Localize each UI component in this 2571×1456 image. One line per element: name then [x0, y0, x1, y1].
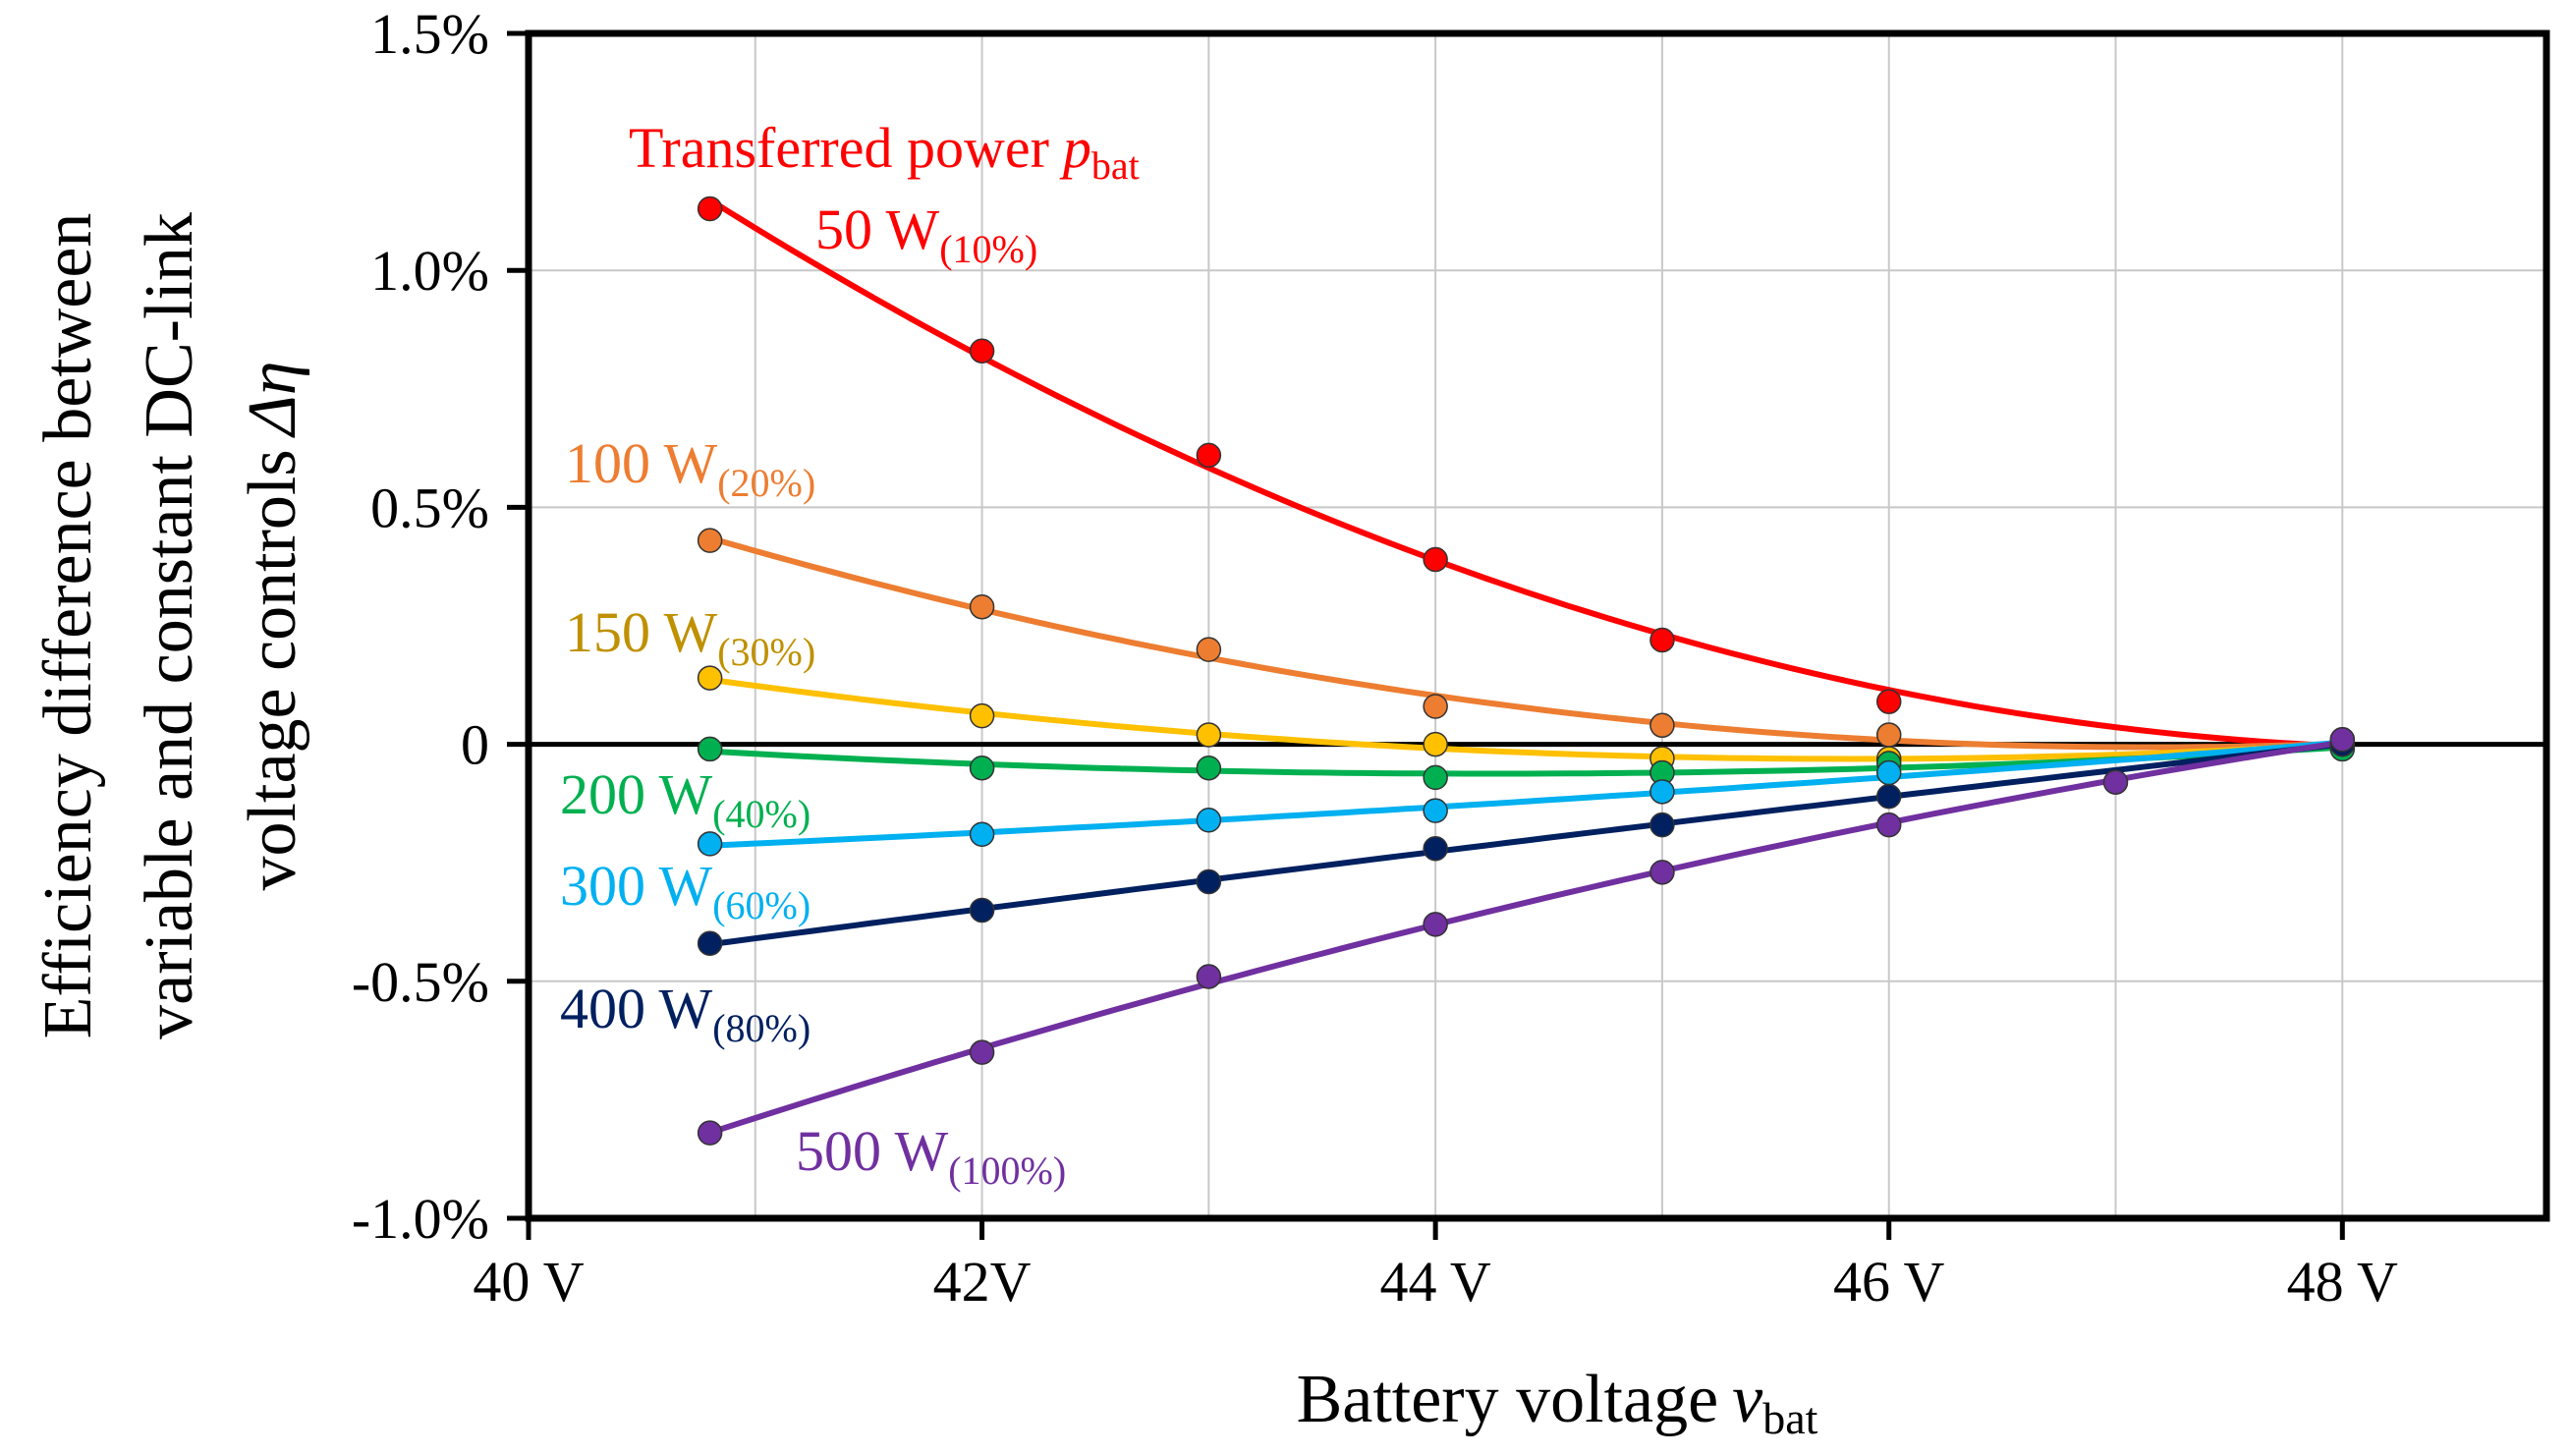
y-tick-label: 1.5%	[370, 2, 489, 66]
data-point	[1423, 694, 1448, 719]
data-point	[969, 593, 995, 620]
data-point	[1423, 912, 1448, 937]
annotation-text: Transferred power	[629, 116, 1049, 180]
y-axis-title-line1: Efficiency difference between	[30, 213, 106, 1039]
x-tick-label: 48 V	[2287, 1250, 2398, 1314]
data-point	[697, 831, 723, 857]
grid-lines	[529, 33, 2546, 1218]
data-point	[969, 702, 995, 729]
plot-frame	[525, 29, 2550, 1222]
x-tick-label: 46 V	[1833, 1250, 1944, 1314]
x-tick-label: 42V	[933, 1250, 1032, 1314]
data-point	[697, 196, 723, 222]
data-point	[1196, 722, 1222, 748]
series-label-power: 50 W	[815, 197, 939, 261]
series-line-50W	[708, 197, 2343, 750]
x-axis-title-text: Battery voltage	[1297, 1362, 1719, 1437]
axis-ticks: 40 V 42V 44 V 46 V 48 V 1.5% 1.0% 0.5% 0 -0.5% -1.…	[352, 2, 2398, 1314]
data-point	[1423, 835, 1448, 862]
series-label-power: 300 W	[560, 854, 712, 918]
data-point	[1875, 722, 1902, 748]
series-label-percent: (100%)	[948, 1148, 1066, 1193]
series-label-400W: 400 W(80%)	[560, 977, 810, 1050]
data-point	[697, 665, 723, 691]
data-point	[1196, 442, 1222, 469]
data-point	[969, 338, 995, 364]
annotation-transferred-power: Transferred power pbat	[629, 116, 1140, 188]
data-point	[1423, 546, 1448, 573]
y-axis-title-symbol: Δη	[235, 362, 310, 439]
data-point	[1196, 808, 1222, 833]
data-point	[1423, 764, 1448, 791]
series-label-percent: (20%)	[717, 461, 815, 505]
series-line-100W	[708, 534, 2343, 751]
data-point	[969, 821, 995, 848]
series-label-power: 500 W	[796, 1119, 948, 1183]
data-point	[1875, 759, 1902, 786]
series-label-power: 150 W	[565, 600, 717, 664]
y-axis-title-line3-text: voltage controls	[235, 449, 310, 890]
series-label-power: 400 W	[560, 977, 712, 1040]
data-point	[1649, 860, 1675, 885]
series-label-500W: 500 W(100%)	[796, 1119, 1066, 1193]
series-label-50W: 50 W(10%)	[815, 197, 1037, 271]
data-point	[969, 1039, 995, 1065]
data-point	[1423, 798, 1448, 823]
series-label-200W: 200 W(40%)	[560, 762, 810, 836]
data-point	[1649, 712, 1675, 739]
y-tick-label: -1.0%	[352, 1187, 489, 1251]
series-label-power: 200 W	[560, 762, 712, 826]
annotation-sub: bat	[1091, 143, 1140, 188]
x-axis-title-var: v	[1732, 1362, 1763, 1437]
y-axis-title-line3: voltage controls Δη	[235, 362, 310, 891]
data-point	[697, 1120, 723, 1146]
series-label-percent: (60%)	[712, 883, 810, 927]
data-point	[697, 736, 723, 762]
data-point	[1649, 627, 1675, 653]
data-point	[1649, 812, 1675, 838]
y-tick-label: 0.5%	[370, 476, 489, 539]
data-point	[1196, 964, 1222, 989]
y-axis-title-line2: variable and constant DC-link	[132, 212, 207, 1039]
data-point	[1875, 689, 1902, 714]
x-tick-label: 40 V	[473, 1250, 584, 1314]
data-point	[1649, 779, 1675, 805]
y-axis-title: Efficiency difference between variable a…	[30, 212, 310, 1039]
series-label-150W: 150 W(30%)	[565, 600, 815, 674]
y-tick-label: -0.5%	[352, 950, 489, 1014]
x-axis-title-sub: bat	[1762, 1393, 1817, 1443]
series-label-300W: 300 W(60%)	[560, 854, 810, 927]
series-label-percent: (10%)	[939, 227, 1037, 271]
data-point	[969, 755, 995, 781]
series-label-power: 100 W	[565, 431, 717, 495]
series-layer	[697, 196, 2356, 1146]
data-point	[969, 897, 995, 924]
data-point	[1875, 812, 1902, 838]
data-point	[2102, 769, 2129, 795]
x-axis-title: Battery voltage vbat	[1297, 1362, 1818, 1443]
y-tick-label: 1.0%	[370, 239, 489, 303]
x-tick-label: 44 V	[1379, 1250, 1490, 1314]
data-point	[2329, 727, 2356, 753]
data-point	[1875, 783, 1902, 810]
data-point	[1196, 755, 1222, 781]
series-label-100W: 100 W(20%)	[565, 431, 815, 505]
series-label-percent: (40%)	[712, 792, 810, 836]
data-point	[1196, 868, 1222, 895]
data-point	[1423, 731, 1448, 757]
series-labels: 50 W(10%)100 W(20%)150 W(30%)200 W(40%)3…	[560, 197, 1066, 1193]
data-point	[1196, 637, 1222, 662]
series-label-percent: (80%)	[712, 1006, 810, 1050]
data-point	[697, 528, 723, 553]
y-tick-label: 0	[461, 713, 489, 777]
annotation-var: p	[1059, 116, 1091, 180]
data-point	[697, 930, 723, 956]
series-label-percent: (30%)	[717, 630, 815, 674]
